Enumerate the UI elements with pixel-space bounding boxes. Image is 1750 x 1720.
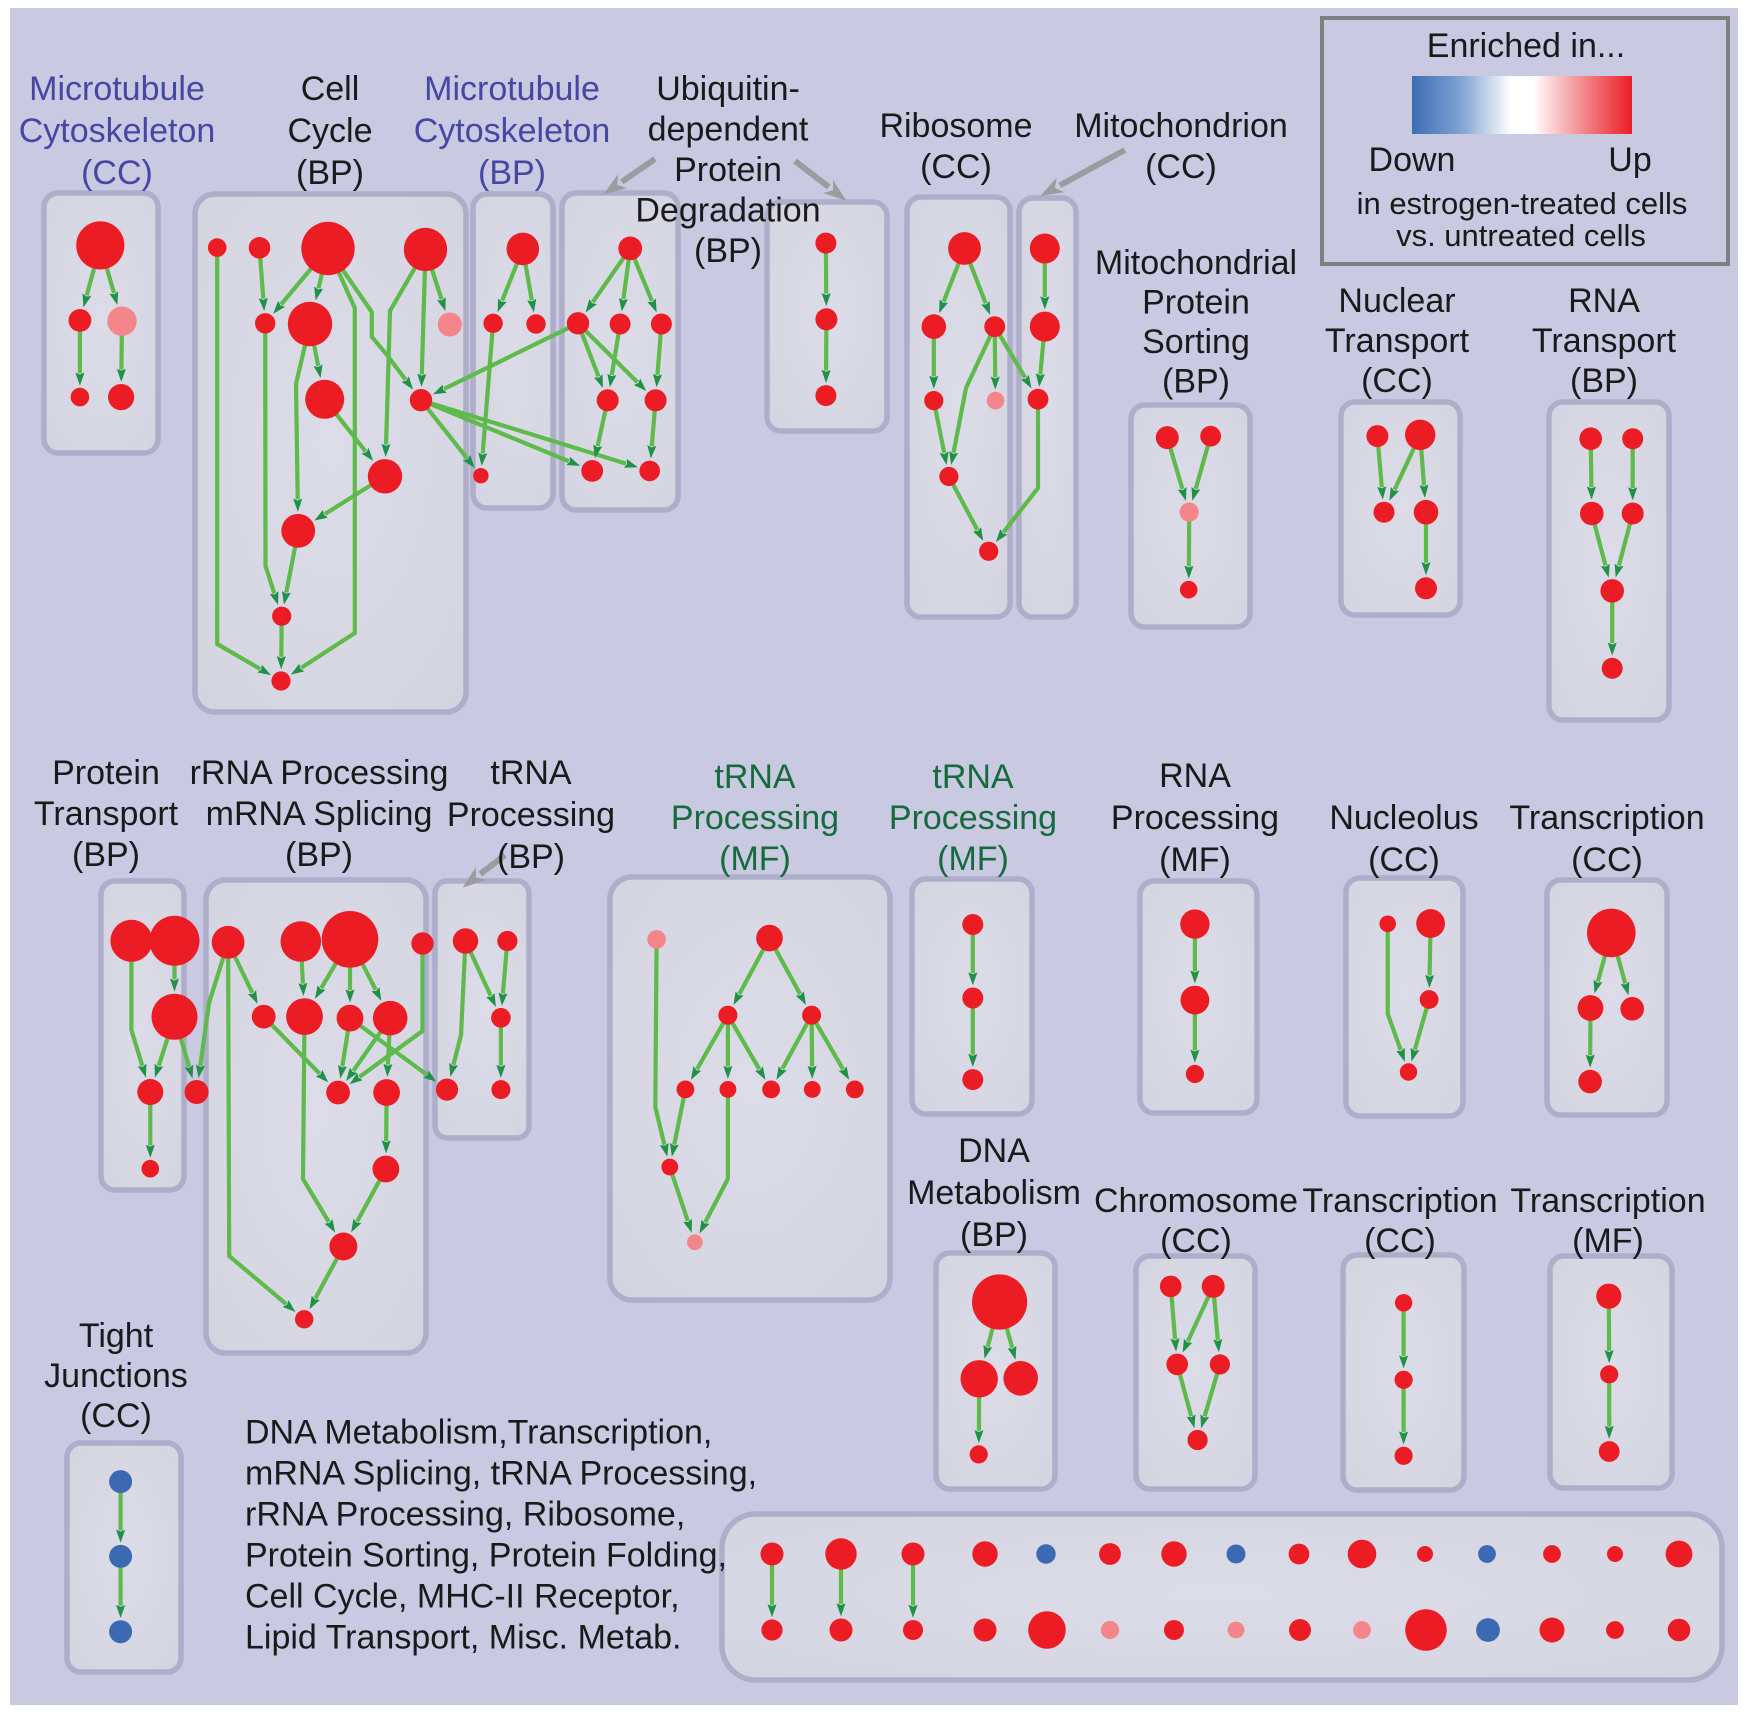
svg-text:(MF): (MF) (719, 840, 791, 878)
svg-text:rRNA Processing, Ribosome,: rRNA Processing, Ribosome, (245, 1496, 685, 1534)
svg-text:RNA: RNA (1568, 282, 1640, 320)
svg-text:Up: Up (1608, 141, 1651, 179)
svg-text:(CC): (CC) (81, 154, 153, 192)
svg-text:Lipid Transport, Misc. Metab.: Lipid Transport, Misc. Metab. (245, 1619, 682, 1657)
svg-text:mRNA Splicing: mRNA Splicing (206, 795, 433, 833)
svg-text:in estrogen-treated cells: in estrogen-treated cells (1357, 186, 1688, 221)
svg-text:mRNA Splicing, tRNA Processing: mRNA Splicing, tRNA Processing, (245, 1455, 757, 1493)
svg-text:(BP): (BP) (296, 154, 364, 192)
svg-text:Cytoskeleton: Cytoskeleton (414, 112, 611, 150)
svg-text:Cycle: Cycle (287, 112, 372, 150)
svg-text:rRNA Processing: rRNA Processing (190, 754, 449, 792)
svg-text:(BP): (BP) (497, 838, 565, 876)
svg-text:Cell: Cell (301, 70, 360, 108)
svg-text:Nucleolus: Nucleolus (1329, 799, 1478, 837)
svg-text:Nuclear: Nuclear (1338, 282, 1455, 320)
svg-text:Protein: Protein (1142, 283, 1250, 321)
svg-text:Mitochondrion: Mitochondrion (1074, 107, 1288, 145)
svg-text:(BP): (BP) (72, 836, 140, 874)
svg-text:tRNA: tRNA (714, 758, 796, 796)
svg-text:tRNA: tRNA (490, 754, 572, 792)
svg-text:Microtubule: Microtubule (424, 70, 600, 108)
svg-text:Sorting: Sorting (1142, 323, 1250, 361)
svg-text:Cytoskeleton: Cytoskeleton (19, 112, 216, 150)
svg-text:Down: Down (1369, 141, 1456, 179)
svg-text:Protein: Protein (674, 151, 782, 189)
svg-text:(CC): (CC) (920, 148, 992, 186)
svg-text:Transport: Transport (1325, 322, 1470, 360)
svg-text:(MF): (MF) (937, 840, 1009, 878)
svg-text:(BP): (BP) (1162, 362, 1230, 400)
svg-text:Processing: Processing (447, 796, 615, 834)
svg-text:Protein Sorting, Protein Foldi: Protein Sorting, Protein Folding, (245, 1537, 727, 1575)
svg-text:Mitochondrial: Mitochondrial (1095, 244, 1297, 282)
svg-text:DNA Metabolism,Transcription,: DNA Metabolism,Transcription, (245, 1414, 712, 1452)
svg-text:Cell Cycle, MHC-II Receptor,: Cell Cycle, MHC-II Receptor, (245, 1578, 680, 1616)
svg-text:tRNA: tRNA (932, 758, 1014, 796)
svg-text:(MF): (MF) (1159, 841, 1231, 879)
svg-text:(CC): (CC) (1571, 841, 1643, 879)
svg-text:Ribosome: Ribosome (879, 107, 1032, 145)
svg-text:Microtubule: Microtubule (29, 70, 205, 108)
svg-text:(CC): (CC) (1160, 1222, 1232, 1260)
svg-text:(CC): (CC) (1368, 841, 1440, 879)
svg-text:Degradation: Degradation (635, 191, 820, 229)
svg-text:Transcription: Transcription (1509, 799, 1704, 837)
svg-text:dependent: dependent (648, 110, 809, 148)
svg-text:(CC): (CC) (80, 1397, 152, 1435)
svg-text:Transport: Transport (1532, 322, 1677, 360)
svg-text:(BP): (BP) (960, 1216, 1028, 1254)
svg-text:Processing: Processing (1111, 799, 1279, 837)
svg-text:DNA: DNA (958, 1132, 1030, 1170)
svg-text:(BP): (BP) (478, 154, 546, 192)
svg-text:Transcription: Transcription (1302, 1182, 1497, 1220)
svg-text:(BP): (BP) (694, 232, 762, 270)
svg-text:Transport: Transport (34, 795, 179, 833)
svg-text:Transcription: Transcription (1510, 1182, 1705, 1220)
svg-text:Tight: Tight (79, 1317, 154, 1355)
svg-text:RNA: RNA (1159, 757, 1231, 795)
svg-text:(MF): (MF) (1572, 1222, 1644, 1260)
svg-text:Processing: Processing (671, 799, 839, 837)
svg-text:(CC): (CC) (1145, 148, 1217, 186)
svg-text:Protein: Protein (52, 754, 160, 792)
svg-text:(BP): (BP) (1570, 362, 1638, 400)
svg-text:Junctions: Junctions (44, 1357, 188, 1395)
svg-text:(CC): (CC) (1361, 362, 1433, 400)
svg-text:Processing: Processing (889, 799, 1057, 837)
svg-text:Chromosome: Chromosome (1094, 1182, 1298, 1220)
svg-text:(BP): (BP) (285, 836, 353, 874)
svg-text:(CC): (CC) (1364, 1222, 1436, 1260)
svg-text:vs. untreated cells: vs. untreated cells (1396, 218, 1646, 253)
svg-text:Metabolism: Metabolism (907, 1174, 1081, 1212)
svg-text:Enriched in...: Enriched in... (1427, 27, 1625, 65)
svg-text:Ubiquitin-: Ubiquitin- (656, 70, 800, 108)
